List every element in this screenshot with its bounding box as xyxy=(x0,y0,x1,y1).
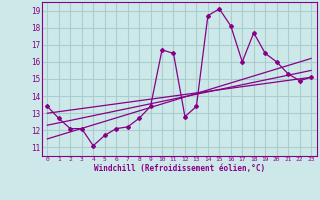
X-axis label: Windchill (Refroidissement éolien,°C): Windchill (Refroidissement éolien,°C) xyxy=(94,164,265,173)
